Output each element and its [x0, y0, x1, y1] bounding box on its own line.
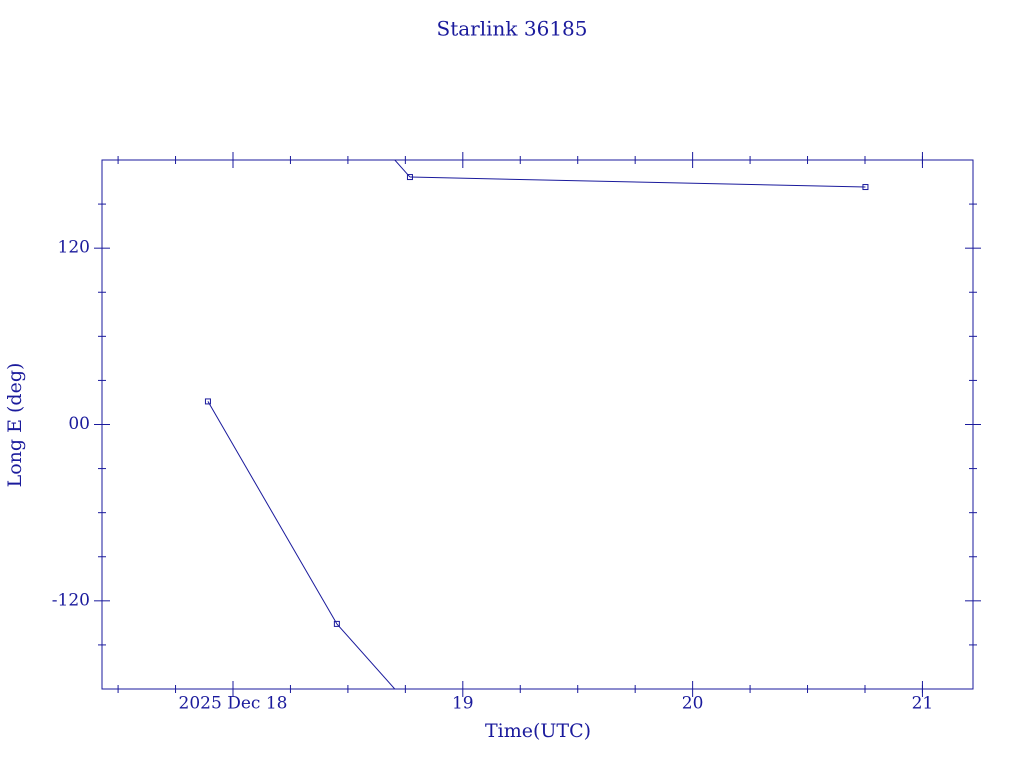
track-segment	[336, 623, 396, 689]
plot-area	[204, 160, 869, 689]
y-tick-label: -120	[52, 590, 90, 610]
x-tick-label: 20	[682, 694, 704, 714]
point-marker	[204, 398, 211, 405]
point-marker	[862, 184, 869, 191]
point-marker	[333, 620, 340, 627]
plot-frame	[101, 159, 974, 690]
y-tick-label: 00	[68, 414, 90, 434]
track-segment	[409, 176, 866, 188]
x-tick-label: 21	[912, 694, 934, 714]
point-marker	[406, 174, 413, 181]
track-segment	[207, 401, 338, 625]
x-tick-label: 19	[452, 694, 474, 714]
y-tick-label: 120	[58, 238, 90, 258]
track-segment	[394, 160, 411, 178]
x-tick-label: 2025 Dec 18	[179, 694, 288, 714]
y-axis-label: Long E (deg)	[4, 363, 26, 488]
chart-title: Starlink 36185	[437, 17, 588, 41]
x-axis-label: Time(UTC)	[485, 720, 591, 742]
